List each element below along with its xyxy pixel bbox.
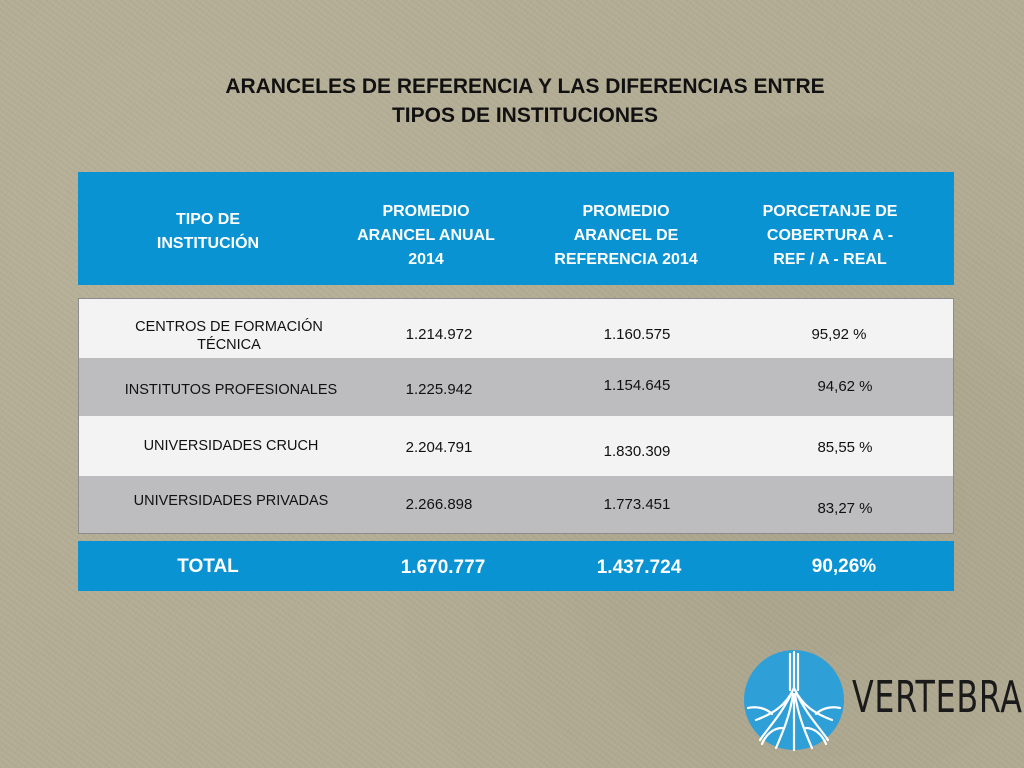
- institution-line: UNIVERSIDADES PRIVADAS: [133, 493, 329, 509]
- promedio-anual-cell: 1.214.972: [405, 326, 473, 343]
- institution-cell: UNIVERSIDADES CRUCH: [91, 437, 371, 455]
- header-line: PROMEDIO: [382, 203, 470, 220]
- total-promedio-referencia: 1.437.724: [596, 557, 682, 578]
- header-porcentaje-cobertura: PORCETANJE DE COBERTURA A - REF / A - RE…: [738, 200, 922, 272]
- total-label: TOTAL: [177, 556, 239, 577]
- header-line: REF / A - REAL: [773, 251, 887, 268]
- table-total-row: TOTAL 1.670.777 1.437.724 90,26%: [78, 541, 954, 591]
- promedio-referencia-cell: 1.773.451: [603, 496, 671, 513]
- institution-cell: CENTROS DE FORMACIÓN TÉCNICA: [89, 318, 369, 354]
- cobertura-cell: 83,27 %: [817, 500, 873, 517]
- promedio-referencia-cell: 1.830.309: [603, 443, 671, 460]
- header-line: PROMEDIO: [582, 203, 670, 220]
- institution-line: CENTROS DE FORMACIÓN: [135, 319, 323, 335]
- promedio-referencia-cell: 1.154.645: [603, 377, 671, 394]
- institution-cell: UNIVERSIDADES PRIVADAS: [91, 492, 371, 510]
- promedio-anual-cell: 1.225.942: [405, 381, 473, 398]
- table-row: CENTROS DE FORMACIÓN TÉCNICA 1.214.972 1…: [79, 299, 953, 358]
- table-row: UNIVERSIDADES CRUCH 2.204.791 1.830.309 …: [79, 416, 953, 476]
- vertebral-logo-text: VERTEBRAL: [852, 672, 1024, 723]
- promedio-anual-cell: 2.204.791: [405, 439, 473, 456]
- header-promedio-arancel-referencia: PROMEDIO ARANCEL DE REFERENCIA 2014: [530, 200, 722, 272]
- slide-title: ARANCELES DE REFERENCIA Y LAS DIFERENCIA…: [120, 72, 930, 130]
- cobertura-cell: 94,62 %: [817, 378, 873, 395]
- header-line: COBERTURA A -: [766, 227, 894, 244]
- table-header: TIPO DE INSTITUCIÓN PROMEDIO ARANCEL ANU…: [78, 172, 954, 285]
- institution-cell: INSTITUTOS PROFESIONALES: [91, 381, 371, 399]
- slide-title-line-1: ARANCELES DE REFERENCIA Y LAS DIFERENCIA…: [225, 75, 825, 98]
- header-line: 2014: [408, 251, 444, 268]
- table-row: INSTITUTOS PROFESIONALES 1.225.942 1.154…: [79, 358, 953, 416]
- header-line: ARANCEL DE: [573, 227, 679, 244]
- slide-title-line-2: TIPOS DE INSTITUCIONES: [391, 104, 659, 127]
- header-line: ARANCEL ANUAL: [357, 227, 495, 244]
- promedio-referencia-cell: 1.160.575: [603, 326, 671, 343]
- cobertura-cell: 95,92 %: [811, 326, 867, 343]
- header-tipo-institucion: TIPO DE INSTITUCIÓN: [118, 208, 298, 256]
- total-promedio-anual: 1.670.777: [400, 557, 486, 578]
- header-line: PORCETANJE DE: [762, 203, 898, 220]
- table-row: UNIVERSIDADES PRIVADAS 2.266.898 1.773.4…: [79, 476, 953, 533]
- institution-line: UNIVERSIDADES CRUCH: [143, 438, 319, 454]
- header-promedio-arancel-anual: PROMEDIO ARANCEL ANUAL 2014: [336, 200, 516, 272]
- total-cobertura: 90,26%: [811, 556, 877, 577]
- institution-line: TÉCNICA: [197, 337, 261, 353]
- institution-line: INSTITUTOS PROFESIONALES: [124, 382, 338, 398]
- tree-roots-icon: [744, 650, 844, 752]
- header-line: INSTITUCIÓN: [156, 235, 260, 252]
- header-line: TIPO DE: [175, 211, 240, 228]
- header-line: REFERENCIA 2014: [554, 251, 698, 268]
- cobertura-cell: 85,55 %: [817, 439, 873, 456]
- table-body: CENTROS DE FORMACIÓN TÉCNICA 1.214.972 1…: [78, 298, 954, 534]
- promedio-anual-cell: 2.266.898: [405, 496, 473, 513]
